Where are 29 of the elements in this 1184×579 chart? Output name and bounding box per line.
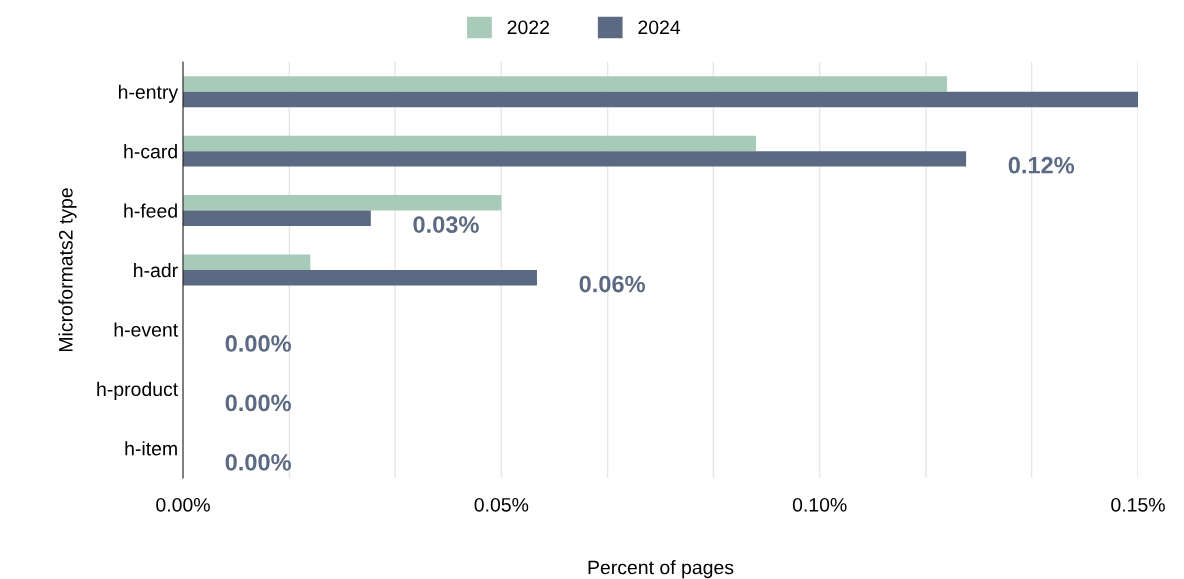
y-tick-label: h-item: [125, 441, 177, 456]
x-axis-title: Percent of pages: [588, 560, 734, 579]
y-tick-label: h-entry: [118, 84, 179, 103]
x-tick-label: 0.15%: [1111, 497, 1165, 512]
y-tick-label: h-card: [124, 144, 177, 159]
x-tick-label: 0.10%: [792, 497, 847, 512]
data-label: 0.03%: [413, 216, 479, 233]
bar: [183, 91, 1138, 108]
x-tick-label: 0.00%: [156, 497, 210, 512]
bar: [183, 135, 756, 152]
y-axis-title: Microformats2 type: [58, 188, 77, 352]
y-tick-label: h-product: [97, 381, 178, 400]
data-label: 0.06%: [579, 275, 645, 293]
data-label: 0.00%: [225, 394, 291, 412]
y-tick-label: h-adr: [134, 262, 178, 278]
data-label: 0.00%: [225, 453, 291, 471]
x-tick-label: 0.05%: [474, 497, 529, 512]
data-label: 0.00%: [225, 335, 291, 352]
bar: [183, 270, 537, 286]
legend-label: 2022: [507, 20, 549, 35]
y-tick-label: h-feed: [124, 203, 177, 218]
data-label: 0.12%: [1008, 156, 1075, 174]
bar: [183, 195, 502, 211]
bar: [183, 254, 311, 270]
bar: [183, 151, 967, 167]
legend-label: 2024: [638, 20, 681, 35]
bar: [183, 76, 947, 92]
bar: [183, 210, 371, 227]
y-tick-label: h-event: [114, 322, 178, 337]
